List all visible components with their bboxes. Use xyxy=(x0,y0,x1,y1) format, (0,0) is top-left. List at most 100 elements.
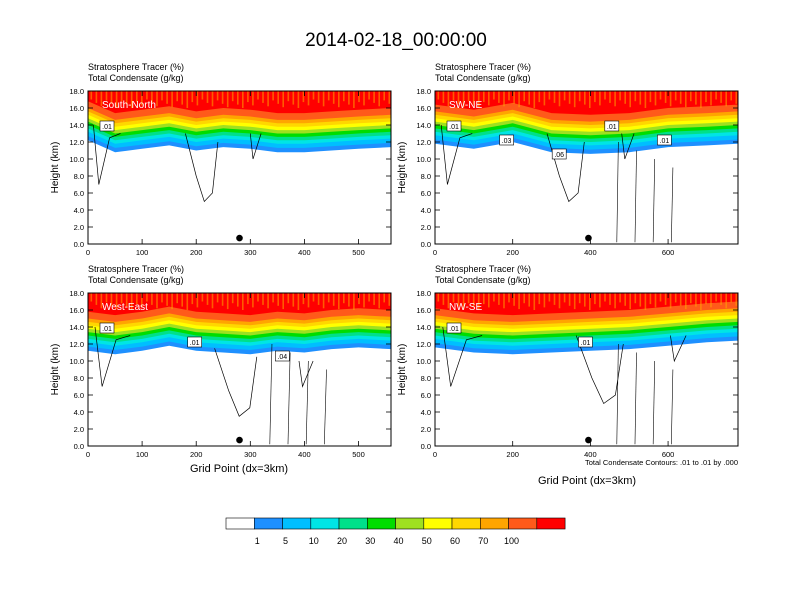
tracer-streak xyxy=(120,293,123,304)
tracer-streak xyxy=(166,91,168,104)
tracer-streak xyxy=(452,293,455,303)
tracer-streak xyxy=(558,293,561,309)
tracer-streak xyxy=(363,293,365,308)
tracer-streak xyxy=(388,293,391,306)
panel-header-line1: Stratosphere Tracer (%) xyxy=(435,264,531,274)
y-tick-label: 6.0 xyxy=(74,189,84,198)
plot-area: .01 .01 xyxy=(435,293,738,445)
tracer-streak xyxy=(669,293,672,309)
x-tick-label: 200 xyxy=(506,248,519,257)
tracer-streak xyxy=(508,91,510,101)
tracer-streak xyxy=(277,91,279,104)
colorbar-swatch xyxy=(338,517,368,530)
tracer-streak xyxy=(282,293,284,310)
tracer-streak xyxy=(292,293,295,307)
colorbar-label: 70 xyxy=(478,536,488,546)
tracer-streak xyxy=(373,91,375,103)
tracer-streak xyxy=(247,293,249,305)
tracer-streak xyxy=(614,91,616,107)
tracer-streak xyxy=(659,91,662,100)
tracer-streak xyxy=(100,91,103,107)
y-tick-label: 0.0 xyxy=(74,240,84,249)
tracer-streak xyxy=(176,293,178,304)
tracer-streak xyxy=(378,91,380,107)
tracer-streak xyxy=(252,91,254,106)
condensate-contour xyxy=(671,167,674,243)
tracer-streak xyxy=(442,91,445,103)
tracer-streak xyxy=(363,91,365,106)
panel-name: SW-NE xyxy=(449,100,482,111)
panel-frame xyxy=(87,292,392,447)
tracer-streak xyxy=(343,293,345,304)
tracer-streak xyxy=(685,293,687,310)
colorbar-swatch xyxy=(225,517,255,530)
tracer-streak xyxy=(201,91,204,100)
tracer-streak xyxy=(176,91,178,102)
tracer-streak xyxy=(730,293,732,303)
y-tick-label: 14.0 xyxy=(69,121,84,130)
tracer-streak xyxy=(568,91,571,104)
colorbar-label: 60 xyxy=(450,536,460,546)
tracer-streak xyxy=(242,91,244,108)
tracer-streak xyxy=(548,293,551,302)
tracer-streak xyxy=(669,91,672,107)
tracer-streak xyxy=(302,293,305,305)
tracer-streak xyxy=(312,293,315,302)
y-tick-label: 4.0 xyxy=(421,408,431,417)
tracer-streak xyxy=(664,293,667,305)
tracer-streak xyxy=(538,293,541,305)
tracer-streak xyxy=(543,293,546,308)
tracer-streak xyxy=(563,91,566,101)
tracer-streak xyxy=(624,91,626,104)
plot-area: .01 .03 .06 .01 .01 xyxy=(435,91,738,243)
x-tick-label: 300 xyxy=(244,248,257,257)
tracer-streak xyxy=(533,293,536,310)
y-tick-label: 0.0 xyxy=(74,442,84,451)
y-tick-label: 0.0 xyxy=(421,442,431,451)
tracer-streak xyxy=(181,293,183,307)
tracer-streak xyxy=(221,91,224,104)
colorbar-label: 5 xyxy=(283,536,288,546)
panel-header-line2: Total Condensate (g/kg) xyxy=(435,275,531,285)
tracer-streak xyxy=(156,91,158,107)
y-tick-label: 6.0 xyxy=(74,391,84,400)
colorbar-swatch xyxy=(423,517,453,530)
tracer-streak xyxy=(110,293,113,306)
tracer-streak xyxy=(553,293,556,305)
colorbar-label: 30 xyxy=(365,536,375,546)
tracer-streak xyxy=(332,91,335,104)
tracer-streak xyxy=(226,91,229,108)
tracer-streak xyxy=(201,293,204,302)
tracer-streak xyxy=(237,91,239,105)
tracer-streak xyxy=(95,91,98,103)
condensate-contour xyxy=(616,343,619,445)
condensate-contour xyxy=(442,326,483,387)
tracer-streak xyxy=(90,293,93,302)
tracer-streak xyxy=(720,91,722,103)
y-tick-label: 2.0 xyxy=(421,223,431,232)
tracer-streak xyxy=(447,293,450,309)
tracer-streak xyxy=(700,91,702,108)
y-axis-label: Height (km) xyxy=(50,344,61,396)
y-tick-label: 10.0 xyxy=(416,155,431,164)
tracer-streak xyxy=(513,91,515,104)
tracer-streak xyxy=(573,91,576,108)
contour-label: .01 xyxy=(449,326,459,333)
tracer-streak xyxy=(462,293,465,310)
tracer-streak xyxy=(257,91,259,100)
tracer-streak xyxy=(594,91,596,103)
tracer-streak xyxy=(533,91,536,108)
tracer-streak xyxy=(130,91,133,108)
tracer-streak xyxy=(659,293,662,302)
tracer-streak xyxy=(211,293,214,309)
panel-header-line2: Total Condensate (g/kg) xyxy=(88,73,184,83)
tracer-streak xyxy=(146,91,148,100)
y-tick-label: 2.0 xyxy=(74,223,84,232)
tracer-streak xyxy=(498,293,500,305)
tracer-band-0 xyxy=(88,91,391,114)
condensate-contour xyxy=(546,133,585,203)
tracer-streak xyxy=(151,293,153,305)
tracer-streak xyxy=(141,91,143,106)
tracer-streak xyxy=(437,293,440,302)
tracer-streak xyxy=(95,293,98,305)
